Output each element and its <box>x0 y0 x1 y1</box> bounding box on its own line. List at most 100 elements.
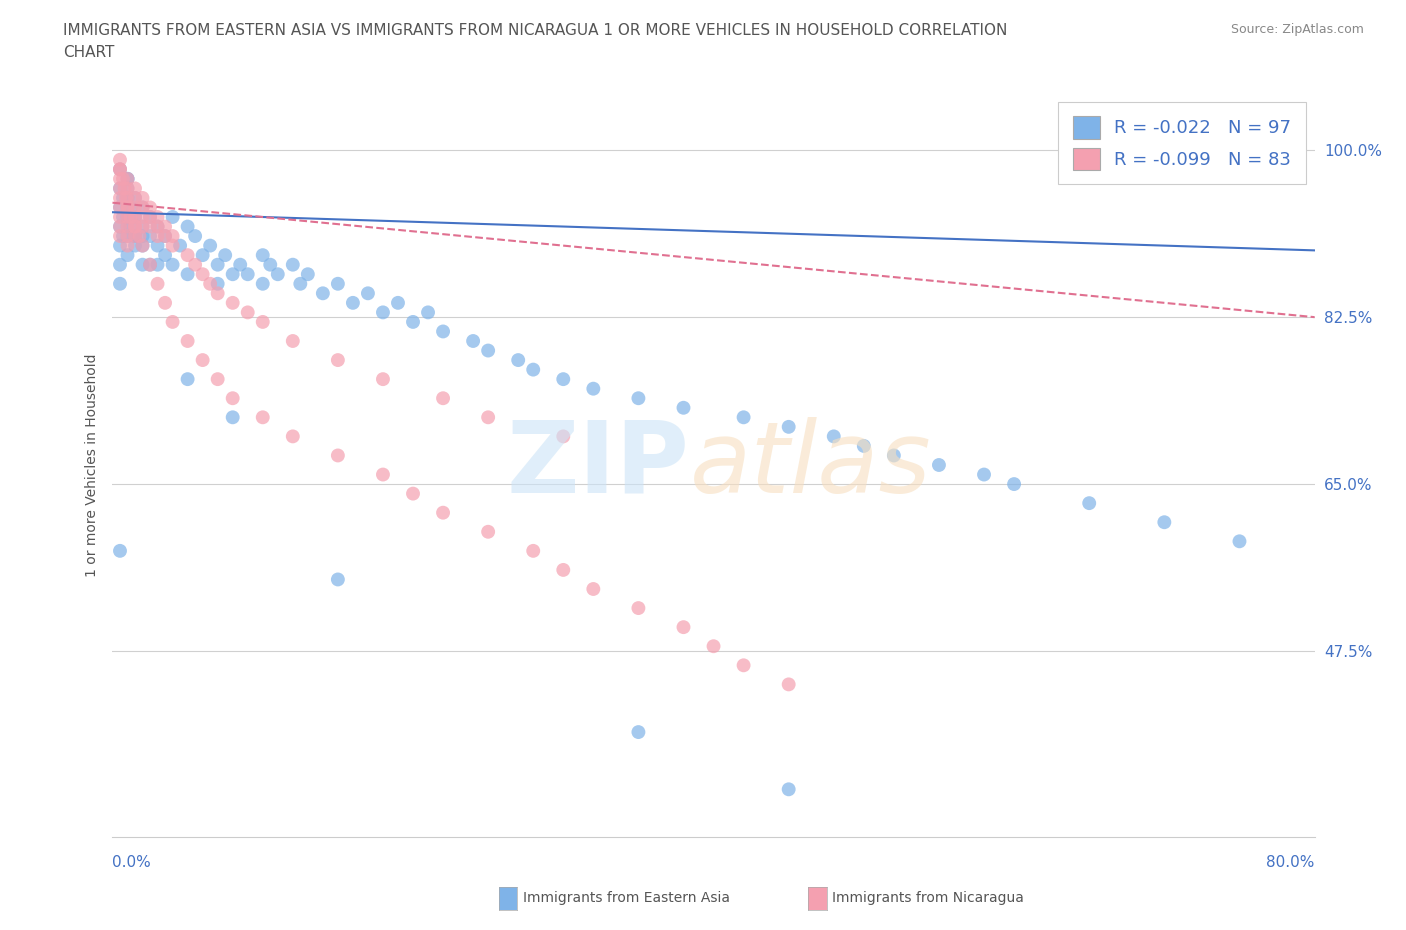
Point <box>131 200 153 215</box>
Point <box>326 276 349 291</box>
Point <box>139 209 162 224</box>
Point <box>672 400 695 415</box>
Point <box>702 639 725 654</box>
Point <box>281 258 304 272</box>
Point <box>371 467 394 482</box>
Point <box>281 429 304 444</box>
Point <box>236 305 259 320</box>
Point <box>124 229 146 244</box>
Point <box>131 238 153 253</box>
Point <box>198 238 221 253</box>
Point <box>108 200 131 215</box>
Point <box>928 458 950 472</box>
Point <box>184 229 207 244</box>
Point <box>259 258 281 272</box>
Point <box>117 191 139 206</box>
Point <box>108 219 131 234</box>
Point <box>139 209 162 224</box>
Point <box>146 276 169 291</box>
Point <box>139 258 162 272</box>
Point <box>146 219 169 234</box>
Point <box>778 677 800 692</box>
Point <box>176 334 198 349</box>
Point <box>120 219 142 234</box>
Point <box>124 229 146 244</box>
Point <box>124 200 146 215</box>
Point <box>387 296 409 311</box>
Point <box>108 238 131 253</box>
Point <box>281 334 304 349</box>
Point <box>1153 515 1175 530</box>
Point <box>477 343 499 358</box>
Point <box>207 372 229 387</box>
Point <box>553 563 575 578</box>
Text: 0.0%: 0.0% <box>112 855 152 870</box>
Point <box>582 381 605 396</box>
Point <box>297 267 319 282</box>
Point <box>176 219 198 234</box>
Point <box>852 438 875 453</box>
Text: ZIP: ZIP <box>506 417 689 513</box>
Point <box>108 162 131 177</box>
Text: atlas: atlas <box>689 417 931 513</box>
Point <box>153 296 176 311</box>
Point <box>108 543 131 558</box>
Point <box>191 352 214 367</box>
Text: CHART: CHART <box>63 45 115 60</box>
Point <box>117 247 139 262</box>
Point <box>553 372 575 387</box>
Point <box>326 448 349 463</box>
Point <box>184 258 207 272</box>
Point <box>128 229 150 244</box>
Point <box>117 200 139 215</box>
Point <box>733 658 755 672</box>
Point <box>111 171 134 186</box>
Text: Source: ZipAtlas.com: Source: ZipAtlas.com <box>1230 23 1364 36</box>
Point <box>108 171 131 186</box>
Point <box>162 314 184 329</box>
Point <box>371 372 394 387</box>
Point <box>176 247 198 262</box>
Point <box>117 181 139 196</box>
Point <box>117 219 139 234</box>
Legend: R = -0.022   N = 97, R = -0.099   N = 83: R = -0.022 N = 97, R = -0.099 N = 83 <box>1059 102 1306 184</box>
Point <box>108 162 131 177</box>
Point <box>124 191 146 206</box>
Point <box>222 391 245 405</box>
Point <box>357 286 380 300</box>
Point <box>162 209 184 224</box>
Point <box>117 229 139 244</box>
Point <box>117 209 139 224</box>
Point <box>108 258 131 272</box>
Point <box>124 209 146 224</box>
Point <box>973 467 995 482</box>
Point <box>176 372 198 387</box>
Point <box>124 219 146 234</box>
Point <box>672 619 695 634</box>
Point <box>146 238 169 253</box>
Point <box>198 276 221 291</box>
Point <box>124 181 146 196</box>
Point <box>162 258 184 272</box>
Point <box>124 219 146 234</box>
Point <box>108 200 131 215</box>
Point <box>117 238 139 253</box>
Point <box>120 200 142 215</box>
Point <box>153 247 176 262</box>
Point <box>522 362 544 377</box>
Point <box>883 448 905 463</box>
Point <box>222 296 245 311</box>
Point <box>627 391 650 405</box>
Point <box>111 191 134 206</box>
Point <box>416 305 439 320</box>
Point <box>191 247 214 262</box>
Point <box>124 209 146 224</box>
Point <box>582 581 605 596</box>
Point <box>139 258 162 272</box>
Point <box>326 572 349 587</box>
Point <box>432 391 454 405</box>
Point <box>114 181 136 196</box>
Point <box>162 238 184 253</box>
Point <box>146 258 169 272</box>
Point <box>108 229 131 244</box>
